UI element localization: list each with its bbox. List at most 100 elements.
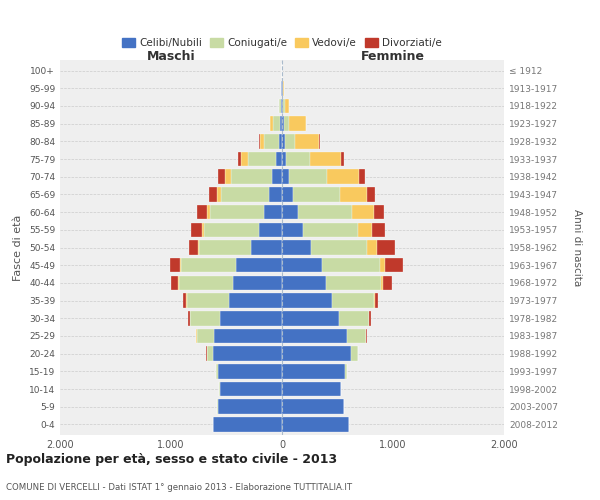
Bar — [197, 240, 199, 255]
Bar — [385, 258, 403, 272]
Bar — [351, 346, 358, 361]
Bar — [279, 98, 281, 113]
Bar — [282, 258, 322, 272]
Bar — [282, 294, 332, 308]
Bar — [170, 258, 181, 272]
Bar — [197, 205, 206, 220]
Bar — [319, 134, 320, 148]
Bar — [233, 276, 282, 290]
Bar — [218, 170, 225, 184]
Bar — [298, 205, 352, 220]
Bar — [282, 417, 349, 432]
Bar — [236, 258, 282, 272]
Bar — [259, 134, 260, 148]
Bar — [202, 222, 204, 237]
Text: COMUNE DI VERCELLI - Dati ISTAT 1° gennaio 2013 - Elaborazione TUTTITALIA.IT: COMUNE DI VERCELLI - Dati ISTAT 1° genna… — [6, 483, 352, 492]
Bar — [280, 116, 282, 131]
Bar — [269, 187, 282, 202]
Bar — [367, 187, 375, 202]
Bar — [345, 364, 347, 378]
Bar — [229, 294, 282, 308]
Bar — [326, 276, 381, 290]
Bar — [282, 152, 286, 166]
Bar — [282, 311, 338, 326]
Bar — [282, 134, 285, 148]
Bar — [367, 240, 377, 255]
Bar — [277, 152, 282, 166]
Bar — [248, 152, 277, 166]
Bar — [375, 294, 379, 308]
Bar — [377, 240, 395, 255]
Bar — [214, 328, 282, 343]
Bar — [199, 240, 251, 255]
Bar — [206, 205, 210, 220]
Bar — [278, 134, 282, 148]
Bar — [264, 134, 278, 148]
Bar — [383, 276, 392, 290]
Bar — [295, 134, 319, 148]
Bar — [231, 170, 272, 184]
Bar — [225, 170, 231, 184]
Bar — [374, 294, 375, 308]
Bar — [381, 276, 383, 290]
Bar — [183, 294, 187, 308]
Bar — [282, 364, 345, 378]
Bar — [322, 258, 380, 272]
Text: Femmine: Femmine — [361, 50, 425, 62]
Bar — [218, 364, 282, 378]
Bar — [282, 222, 302, 237]
Bar — [311, 240, 367, 255]
Bar — [282, 346, 351, 361]
Bar — [187, 294, 229, 308]
Bar — [272, 170, 282, 184]
Bar — [284, 116, 289, 131]
Bar — [347, 328, 366, 343]
Bar — [179, 276, 233, 290]
Bar — [282, 187, 293, 202]
Bar — [341, 152, 344, 166]
Bar — [374, 205, 384, 220]
Bar — [259, 222, 282, 237]
Bar — [285, 134, 295, 148]
Bar — [282, 116, 284, 131]
Bar — [221, 187, 269, 202]
Bar — [380, 258, 385, 272]
Bar — [273, 116, 280, 131]
Bar — [204, 222, 259, 237]
Bar — [190, 311, 220, 326]
Bar — [359, 170, 365, 184]
Y-axis label: Anni di nascita: Anni di nascita — [572, 209, 582, 286]
Bar — [289, 116, 306, 131]
Bar — [282, 382, 341, 396]
Bar — [282, 205, 298, 220]
Bar — [332, 294, 374, 308]
Bar — [238, 152, 241, 166]
Bar — [271, 116, 273, 131]
Y-axis label: Fasce di età: Fasce di età — [13, 214, 23, 280]
Bar — [220, 382, 282, 396]
Bar — [282, 170, 289, 184]
Bar — [373, 222, 385, 237]
Bar — [171, 276, 178, 290]
Bar — [282, 240, 311, 255]
Bar — [206, 346, 213, 361]
Bar — [282, 328, 347, 343]
Bar — [191, 222, 202, 237]
Text: Maschi: Maschi — [146, 50, 196, 62]
Bar — [286, 152, 310, 166]
Text: Popolazione per età, sesso e stato civile - 2013: Popolazione per età, sesso e stato civil… — [6, 452, 337, 466]
Bar — [217, 187, 221, 202]
Bar — [209, 187, 217, 202]
Bar — [181, 258, 236, 272]
Bar — [289, 170, 327, 184]
Bar — [283, 98, 286, 113]
Legend: Celibi/Nubili, Coniugati/e, Vedovi/e, Divorziati/e: Celibi/Nubili, Coniugati/e, Vedovi/e, Di… — [119, 35, 445, 51]
Bar — [213, 417, 282, 432]
Bar — [210, 205, 264, 220]
Bar — [282, 98, 283, 113]
Bar — [327, 170, 359, 184]
Bar — [286, 98, 289, 113]
Bar — [264, 205, 282, 220]
Bar — [338, 311, 368, 326]
Bar — [213, 346, 282, 361]
